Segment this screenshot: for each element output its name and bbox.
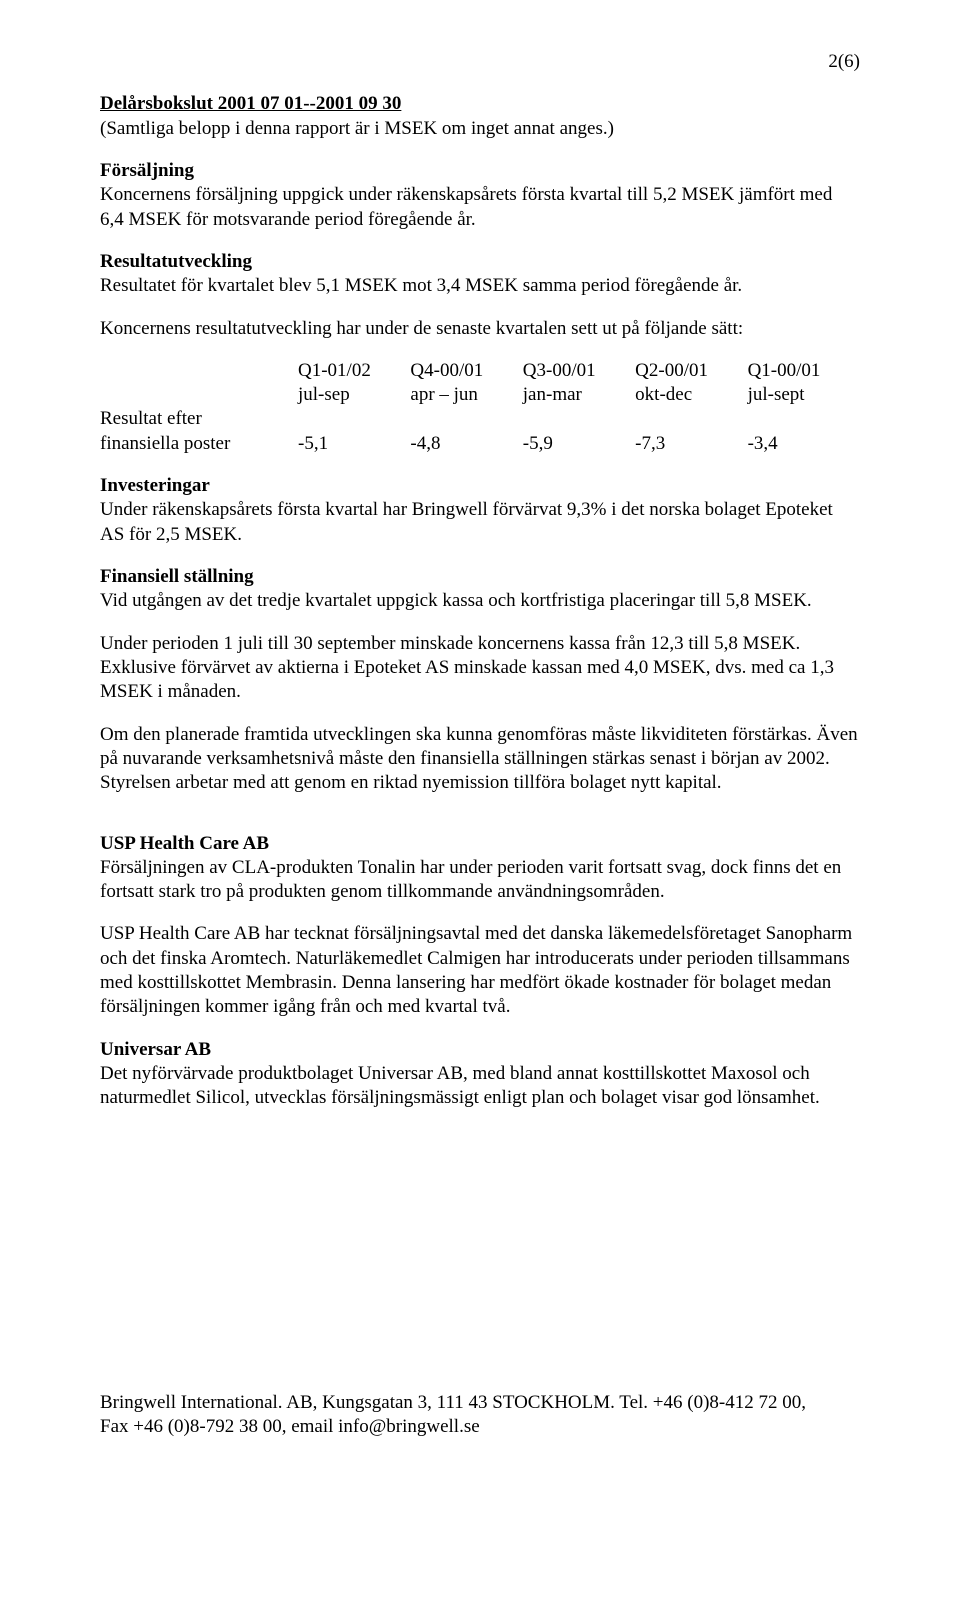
result-table: Q1-01/02 Q4-00/01 Q3-00/01 Q2-00/01 Q1-0… — [100, 359, 860, 456]
text-investeringar: Under räkenskapsårets första kvartal har… — [100, 499, 833, 544]
row-label-line2: finansiella poster — [100, 432, 298, 456]
col-header-q3-0001: Q3-00/01 — [523, 359, 635, 383]
report-subtitle: (Samtliga belopp i denna rapport är i MS… — [100, 118, 614, 139]
heading-usp: USP Health Care AB — [100, 833, 269, 854]
heading-finansiell: Finansiell ställning — [100, 566, 254, 587]
heading-forsaljning: Försäljning — [100, 160, 194, 181]
col-header-q1-0102: Q1-01/02 — [298, 359, 410, 383]
col-sub-3: okt-dec — [635, 383, 747, 407]
text-finansiell-2: Under perioden 1 juli till 30 september … — [100, 632, 860, 705]
text-finansiell-1: Vid utgången av det tredje kvartalet upp… — [100, 590, 812, 611]
report-title: Delårsbokslut 2001 07 01--2001 09 30 — [100, 93, 401, 114]
col-sub-1: apr – jun — [410, 383, 522, 407]
text-resultatutveckling-1: Resultatet för kvartalet blev 5,1 MSEK m… — [100, 275, 742, 296]
heading-resultatutveckling: Resultatutveckling — [100, 251, 252, 272]
val-3: -7,3 — [635, 432, 747, 456]
col-sub-0: jul-sep — [298, 383, 410, 407]
text-usp-2: USP Health Care AB har tecknat försäljni… — [100, 922, 860, 1019]
page-number: 2(6) — [100, 50, 860, 74]
heading-universar: Universar AB — [100, 1039, 211, 1060]
val-1: -4,8 — [410, 432, 522, 456]
col-sub-4: jul-sept — [748, 383, 860, 407]
text-resultatutveckling-2: Koncernens resultatutveckling har under … — [100, 317, 860, 341]
heading-investeringar: Investeringar — [100, 475, 210, 496]
text-forsaljning: Koncernens försäljning uppgick under räk… — [100, 184, 832, 229]
row-label-line1: Resultat efter — [100, 407, 298, 431]
val-4: -3,4 — [748, 432, 860, 456]
val-0: -5,1 — [298, 432, 410, 456]
text-usp-1: Försäljningen av CLA-produkten Tonalin h… — [100, 857, 841, 902]
page-footer: Bringwell International. AB, Kungsgatan … — [100, 1391, 860, 1440]
footer-line2: Fax +46 (0)8-792 38 00, email info@bring… — [100, 1416, 480, 1437]
col-header-q4-0001: Q4-00/01 — [410, 359, 522, 383]
col-header-q2-0001: Q2-00/01 — [635, 359, 747, 383]
text-universar: Det nyförvärvade produktbolaget Universa… — [100, 1063, 820, 1108]
val-2: -5,9 — [523, 432, 635, 456]
col-sub-2: jan-mar — [523, 383, 635, 407]
footer-line1: Bringwell International. AB, Kungsgatan … — [100, 1392, 806, 1413]
col-header-q1-0001: Q1-00/01 — [748, 359, 860, 383]
text-finansiell-3: Om den planerade framtida utvecklingen s… — [100, 723, 860, 796]
